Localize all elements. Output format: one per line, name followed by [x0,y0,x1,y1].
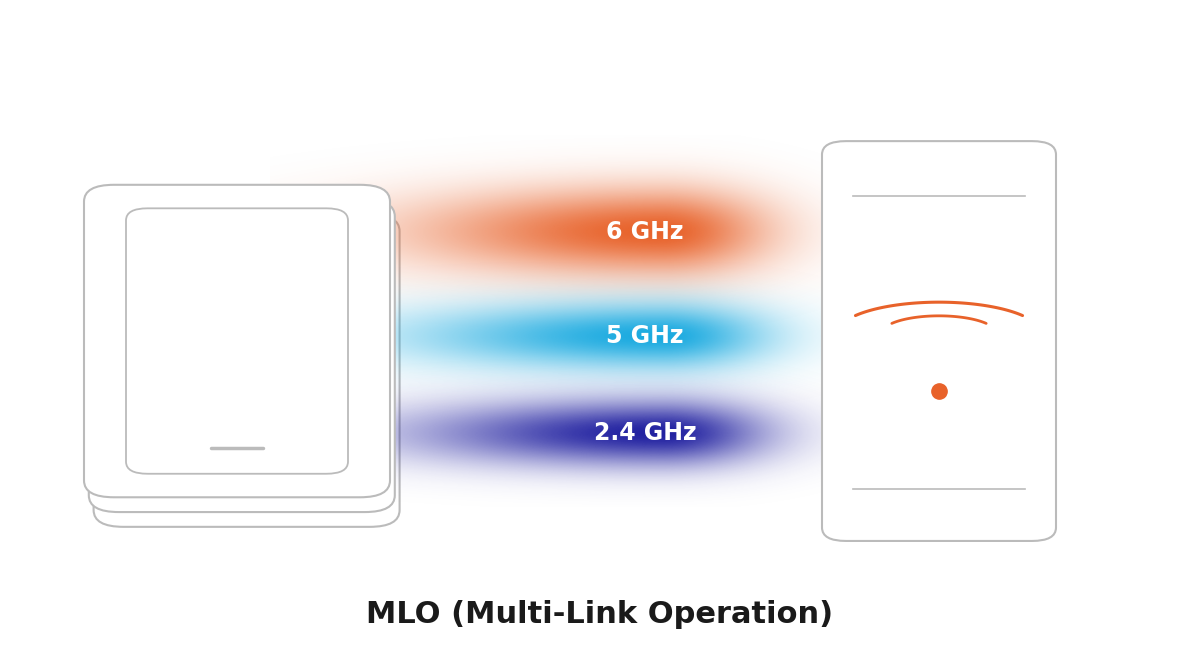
FancyBboxPatch shape [126,208,348,474]
Text: 2.4 GHz: 2.4 GHz [594,421,696,446]
FancyBboxPatch shape [84,185,390,497]
Text: 5 GHz: 5 GHz [606,324,684,348]
FancyBboxPatch shape [822,141,1056,541]
Text: MLO (Multi-Link Operation): MLO (Multi-Link Operation) [366,600,834,630]
FancyBboxPatch shape [94,214,400,527]
FancyBboxPatch shape [89,200,395,512]
Text: 6 GHz: 6 GHz [606,220,684,244]
